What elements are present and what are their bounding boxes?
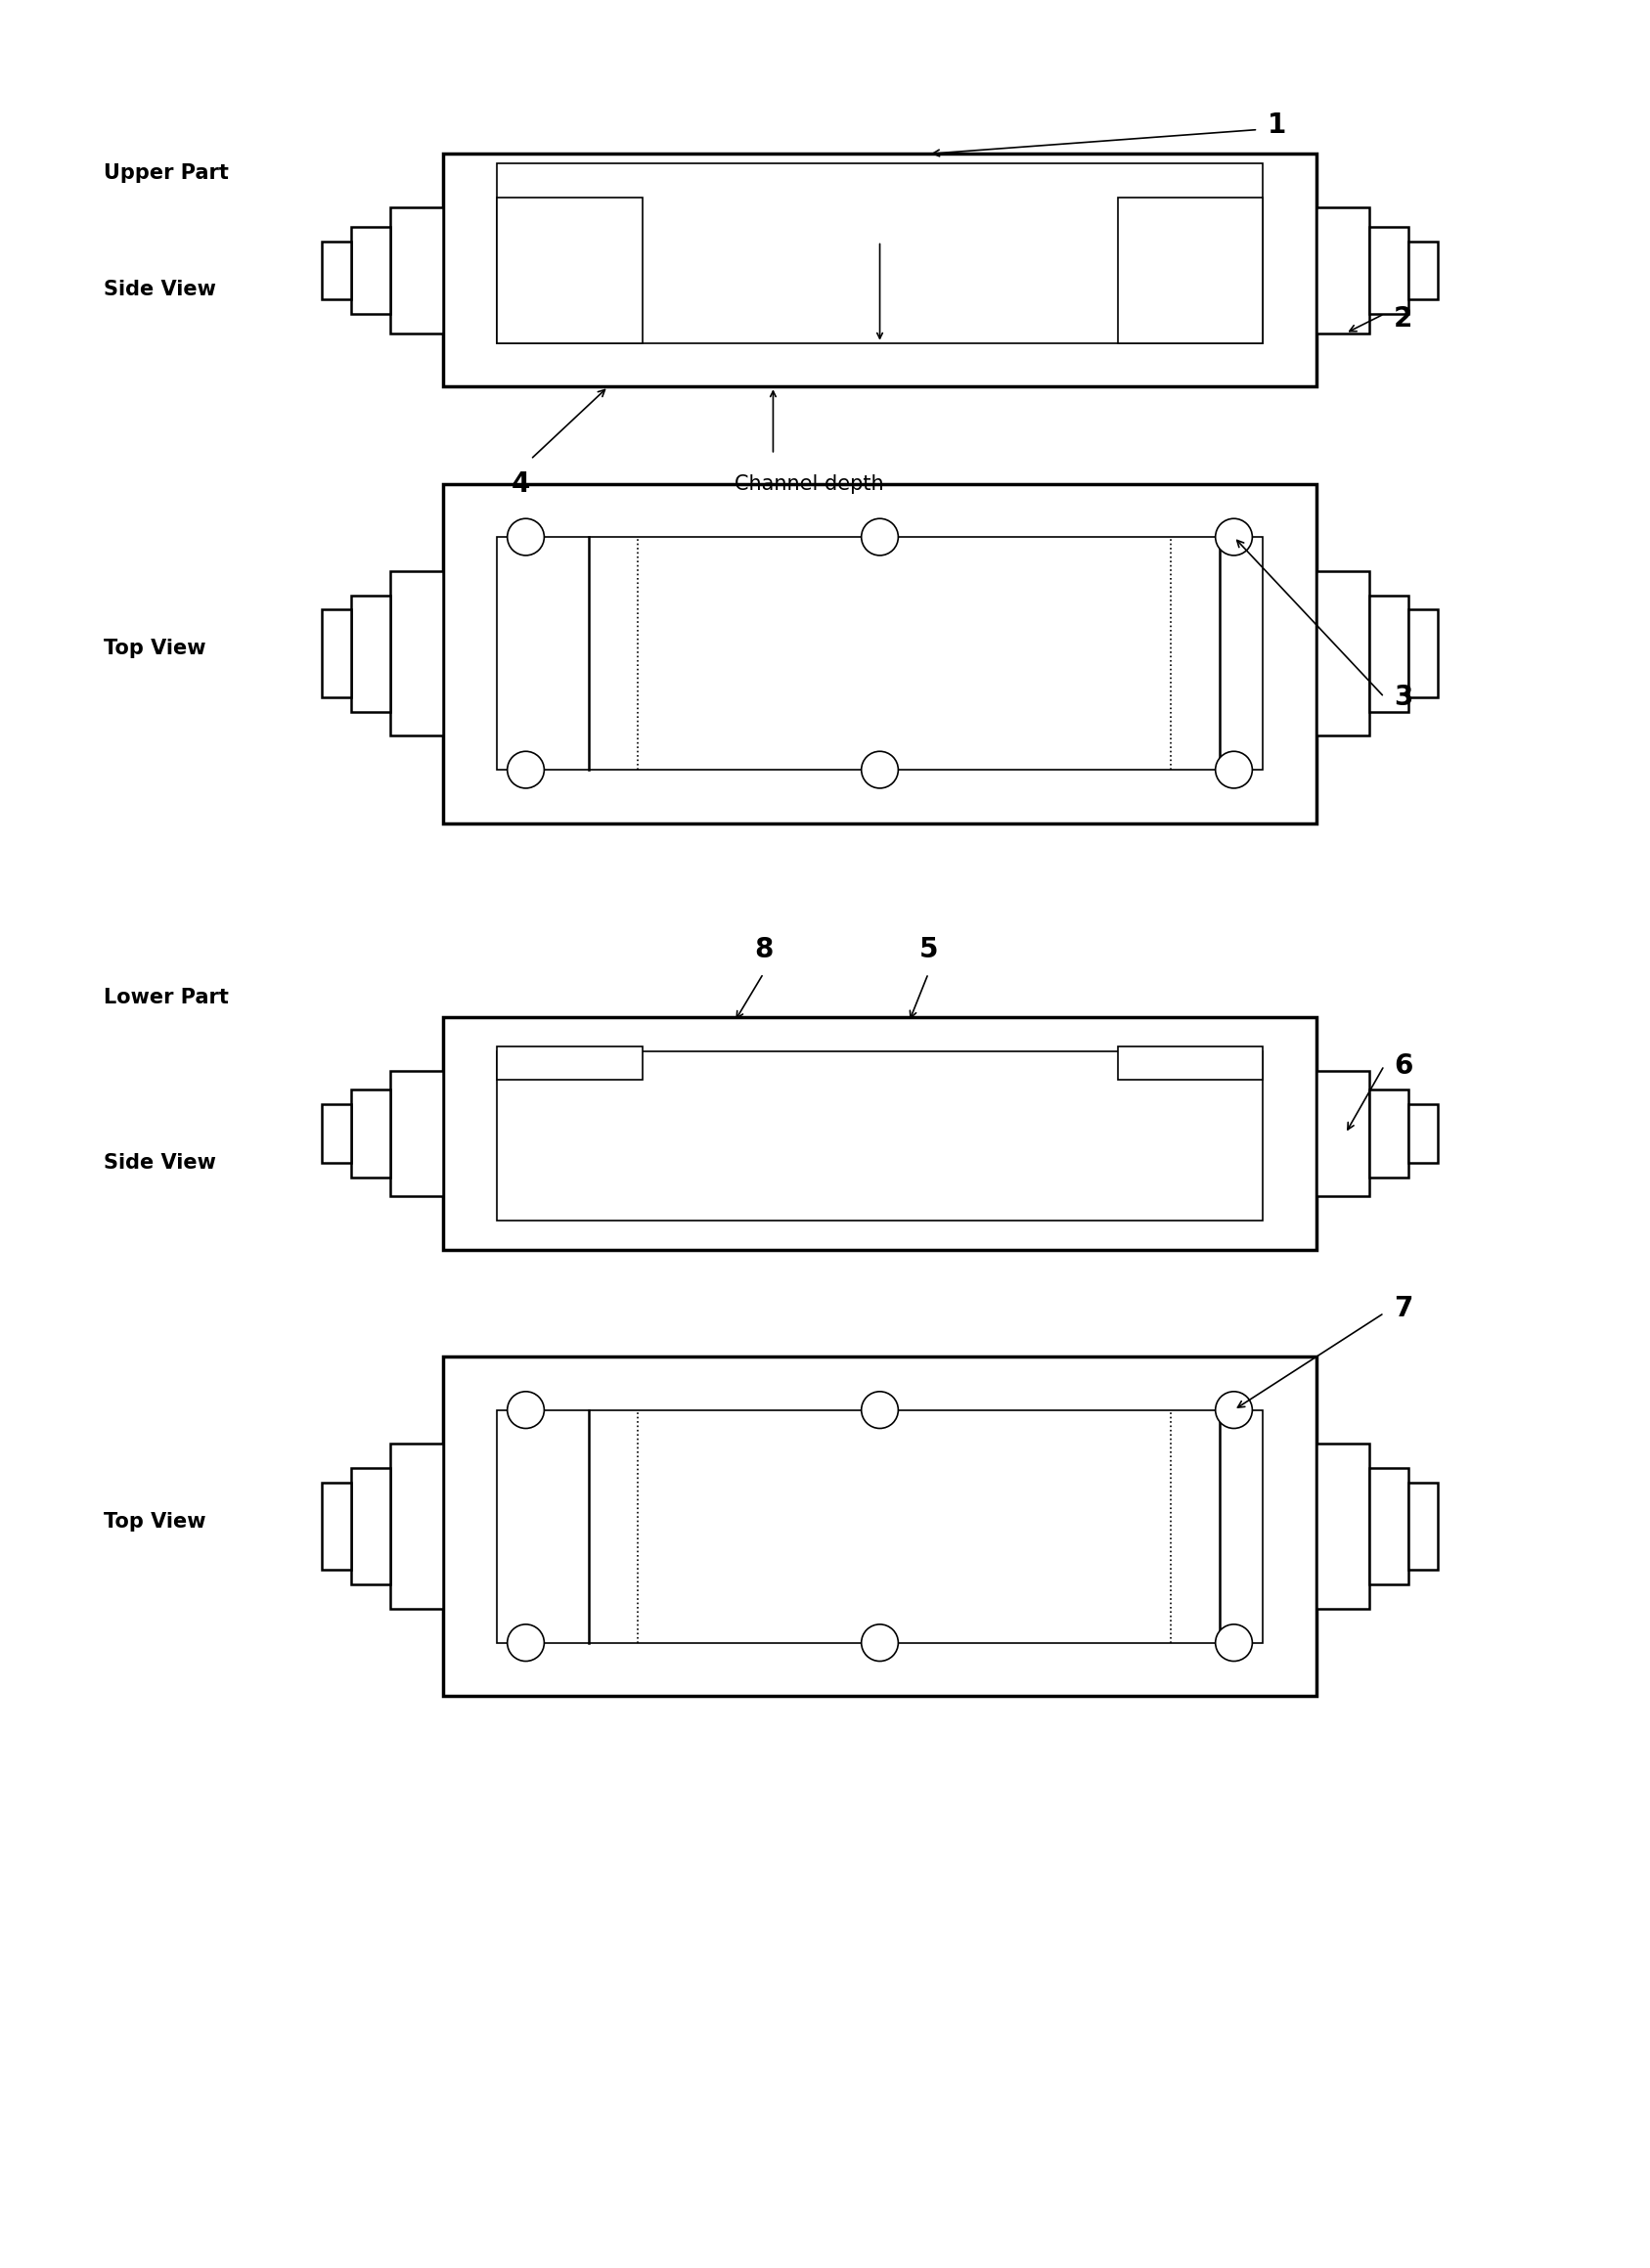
Bar <box>1409 240 1437 299</box>
Bar <box>1409 1105 1437 1163</box>
Bar <box>444 154 1317 386</box>
Text: Side View: Side View <box>104 1152 216 1173</box>
Bar <box>1370 227 1409 313</box>
Bar <box>351 1091 389 1177</box>
Bar <box>497 1046 642 1080</box>
Bar <box>497 538 1262 769</box>
Text: Channel depth: Channel depth <box>734 474 884 494</box>
Bar <box>389 206 444 333</box>
Bar <box>389 1445 444 1608</box>
Bar <box>497 197 642 342</box>
Bar <box>497 163 1262 342</box>
Bar <box>444 1016 1317 1250</box>
Bar <box>1370 1091 1409 1177</box>
Bar <box>351 227 389 313</box>
Circle shape <box>1216 519 1252 556</box>
Bar <box>389 572 444 735</box>
Circle shape <box>861 751 898 789</box>
Bar <box>322 1105 351 1163</box>
Text: 5: 5 <box>919 934 937 964</box>
Text: 8: 8 <box>754 934 772 964</box>
Bar <box>497 1411 1262 1642</box>
Bar <box>1409 1483 1437 1569</box>
Bar <box>1409 610 1437 696</box>
Text: 4: 4 <box>512 469 530 497</box>
Bar <box>1317 572 1370 735</box>
Text: 2: 2 <box>1394 306 1412 333</box>
Circle shape <box>507 1624 544 1660</box>
Bar <box>444 483 1317 823</box>
Circle shape <box>507 519 544 556</box>
Circle shape <box>507 1393 544 1429</box>
Bar <box>322 610 351 696</box>
Text: Top View: Top View <box>104 640 206 658</box>
Text: 7: 7 <box>1394 1295 1412 1322</box>
Bar <box>351 1467 389 1585</box>
Text: 3: 3 <box>1394 683 1412 710</box>
Text: Top View: Top View <box>104 1513 206 1531</box>
Circle shape <box>507 751 544 789</box>
Bar <box>322 240 351 299</box>
Bar <box>444 1356 1317 1696</box>
Bar <box>1317 1070 1370 1198</box>
Bar <box>1117 197 1262 342</box>
Text: 6: 6 <box>1394 1052 1412 1080</box>
Circle shape <box>1216 1624 1252 1660</box>
Circle shape <box>1216 751 1252 789</box>
Circle shape <box>861 1393 898 1429</box>
Bar <box>389 1070 444 1198</box>
Text: 1: 1 <box>1267 111 1287 138</box>
Text: Side View: Side View <box>104 279 216 299</box>
Bar <box>351 594 389 712</box>
Bar <box>1370 594 1409 712</box>
Circle shape <box>1216 1393 1252 1429</box>
Bar <box>1317 1445 1370 1608</box>
Bar <box>1117 1046 1262 1080</box>
Text: Lower Part: Lower Part <box>104 989 229 1007</box>
Circle shape <box>861 1624 898 1660</box>
Bar <box>1317 206 1370 333</box>
Text: Upper Part: Upper Part <box>104 163 229 184</box>
Bar <box>497 1050 1262 1220</box>
Bar <box>1370 1467 1409 1585</box>
Bar <box>322 1483 351 1569</box>
Circle shape <box>861 519 898 556</box>
